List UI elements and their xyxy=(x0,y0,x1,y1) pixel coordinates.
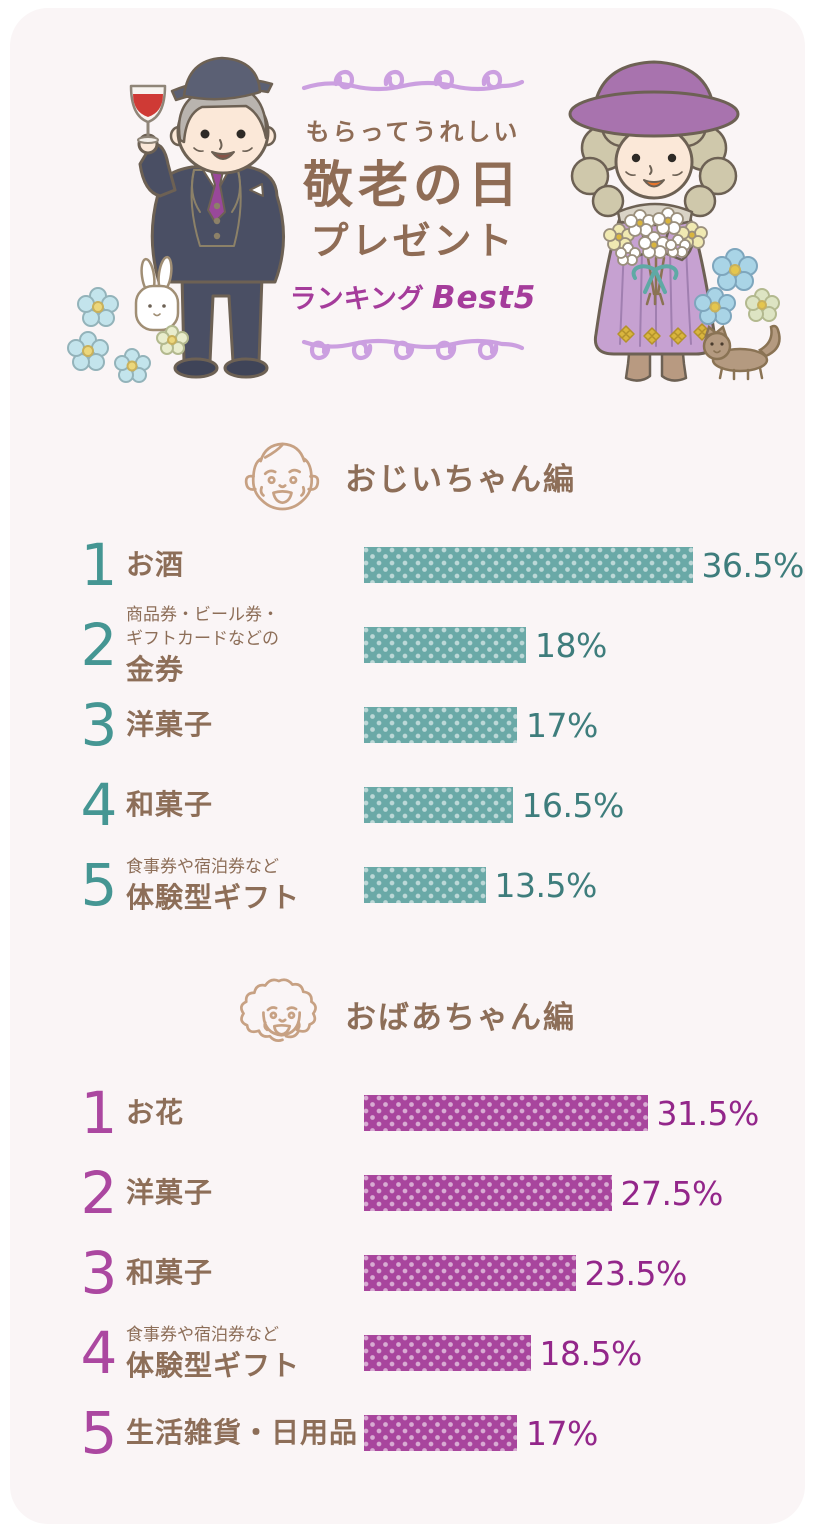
bar-wrap: 17% xyxy=(364,1414,598,1453)
grandmother-illustration xyxy=(568,60,781,382)
item-label: 和菓子 xyxy=(126,787,214,821)
bar-value: 16.5% xyxy=(521,785,625,825)
bar-chart-grandpa: 1 お酒 36.5% 2 商品券・ビール券・ ギフトカードなどの 金券 18% … xyxy=(10,525,805,925)
bar-chart-grandma: 1 お花 31.5% 2 洋菓子 27.5% 3 和菓子 23.5% xyxy=(10,1073,805,1473)
rank-number: 3 xyxy=(80,1239,118,1307)
page-title: 敬老の日 xyxy=(303,156,523,214)
item-label: 和菓子 xyxy=(126,1255,214,1289)
chart-section-grandma: おばあちゃん編 1 お花 31.5% 2 洋菓子 27.5% 3 和菓子 xyxy=(10,971,805,1473)
item-labels: お酒 xyxy=(126,547,364,581)
bar-wrap: 17% xyxy=(364,706,598,745)
ranking-line: ランキング Best5 xyxy=(290,277,537,316)
rank-number: 3 xyxy=(80,691,118,759)
item-labels: 生活雑貨・日用品 xyxy=(126,1415,364,1449)
bar-wrap: 23.5% xyxy=(364,1254,687,1293)
bar-wrap: 27.5% xyxy=(364,1174,723,1213)
bar xyxy=(364,707,517,743)
grandfather-illustration xyxy=(67,56,285,383)
item-label: お花 xyxy=(126,1095,185,1129)
bar-value: 31.5% xyxy=(656,1093,760,1133)
item-label: 洋菓子 xyxy=(126,1175,214,1209)
item-sublabel: 商品券・ビール券・ ギフトカードなどの xyxy=(126,605,279,649)
bar-wrap: 36.5% xyxy=(364,546,804,585)
bar-value: 23.5% xyxy=(584,1253,688,1293)
ranking-label: ランキング xyxy=(289,284,424,316)
squiggle-bottom xyxy=(301,339,525,361)
item-label: お酒 xyxy=(126,547,185,581)
chart-row: 1 お酒 36.5% xyxy=(10,525,805,605)
item-label: 体験型ギフト xyxy=(126,1348,301,1382)
bar xyxy=(364,867,486,903)
chart-row: 4 食事券や宿泊券など 体験型ギフト 18.5% xyxy=(10,1313,805,1393)
item-labels: 和菓子 xyxy=(126,1255,364,1289)
item-sublabel: 食事券や宿泊券など xyxy=(126,1325,279,1345)
bar-value: 36.5% xyxy=(701,545,805,585)
bar xyxy=(364,1415,517,1451)
item-labels: 洋菓子 xyxy=(126,707,364,741)
bar xyxy=(364,787,513,823)
rank-number: 5 xyxy=(80,851,118,919)
rank-number: 1 xyxy=(80,531,118,599)
item-label: 洋菓子 xyxy=(126,707,214,741)
rank-number: 2 xyxy=(80,1159,118,1227)
chart-row: 5 食事券や宿泊券など 体験型ギフト 13.5% xyxy=(10,845,805,925)
header: もらってうれしい 敬老の日 プレゼント ランキング Best5 xyxy=(10,8,805,408)
bar-value: 18% xyxy=(535,625,607,665)
item-sublabel: 食事券や宿泊券など xyxy=(126,857,279,877)
bar-wrap: 16.5% xyxy=(364,786,624,825)
bar xyxy=(364,1255,576,1291)
section-title-grandma: おばあちゃん編 xyxy=(345,999,576,1036)
bar xyxy=(364,1335,531,1371)
item-label: 金券 xyxy=(126,652,185,686)
rank-number: 1 xyxy=(80,1079,118,1147)
bar xyxy=(364,1175,612,1211)
bar xyxy=(364,627,526,663)
chart-row: 5 生活雑貨・日用品 17% xyxy=(10,1393,805,1473)
bar-value: 17% xyxy=(526,1413,598,1453)
grandpa-face-icon xyxy=(244,442,320,511)
bar xyxy=(364,547,693,583)
item-labels: 洋菓子 xyxy=(126,1175,364,1209)
bar-wrap: 13.5% xyxy=(364,866,597,905)
item-labels: 商品券・ビール券・ ギフトカードなどの 金券 xyxy=(126,604,364,686)
chart-row: 3 和菓子 23.5% xyxy=(10,1233,805,1313)
chart-section-grandpa: おじいちゃん編 1 お酒 36.5% 2 商品券・ビール券・ ギフトカードなどの… xyxy=(10,433,805,925)
item-labels: 食事券や宿泊券など 体験型ギフト xyxy=(126,1324,364,1382)
squiggle-top xyxy=(301,70,525,92)
item-label: 生活雑貨・日用品 xyxy=(126,1415,359,1449)
item-labels: お花 xyxy=(126,1095,364,1129)
item-labels: 和菓子 xyxy=(126,787,364,821)
chart-row: 2 商品券・ビール券・ ギフトカードなどの 金券 18% xyxy=(10,605,805,685)
rank-number: 4 xyxy=(80,1319,118,1387)
bar-wrap: 18% xyxy=(364,626,607,665)
chart-row: 1 お花 31.5% xyxy=(10,1073,805,1153)
infographic-card: もらってうれしい 敬老の日 プレゼント ランキング Best5 xyxy=(10,8,805,1524)
title-block: もらってうれしい 敬老の日 プレゼント ランキング Best5 xyxy=(282,60,544,370)
page-subtitle: プレゼント xyxy=(310,218,516,263)
section-header-grandpa: おじいちゃん編 xyxy=(10,433,805,519)
rank-number: 4 xyxy=(80,771,118,839)
chart-row: 2 洋菓子 27.5% xyxy=(10,1153,805,1233)
rank-number: 2 xyxy=(80,611,118,679)
bar-value: 18.5% xyxy=(539,1333,643,1373)
rank-number: 5 xyxy=(80,1399,118,1467)
grandma-face-icon xyxy=(240,978,317,1042)
bar-wrap: 18.5% xyxy=(364,1334,642,1373)
item-labels: 食事券や宿泊券など 体験型ギフト xyxy=(126,856,364,914)
bar-value: 13.5% xyxy=(494,865,598,905)
bar xyxy=(364,1095,648,1131)
item-label: 体験型ギフト xyxy=(126,880,301,914)
bar-wrap: 31.5% xyxy=(364,1094,759,1133)
best5-label: Best5 xyxy=(431,280,537,317)
section-title-grandpa: おじいちゃん編 xyxy=(345,461,576,498)
bar-value: 27.5% xyxy=(620,1173,724,1213)
section-header-grandma: おばあちゃん編 xyxy=(10,971,805,1057)
chart-row: 4 和菓子 16.5% xyxy=(10,765,805,845)
bar-value: 17% xyxy=(526,705,598,745)
chart-row: 3 洋菓子 17% xyxy=(10,685,805,765)
tagline: もらってうれしい xyxy=(305,118,521,146)
